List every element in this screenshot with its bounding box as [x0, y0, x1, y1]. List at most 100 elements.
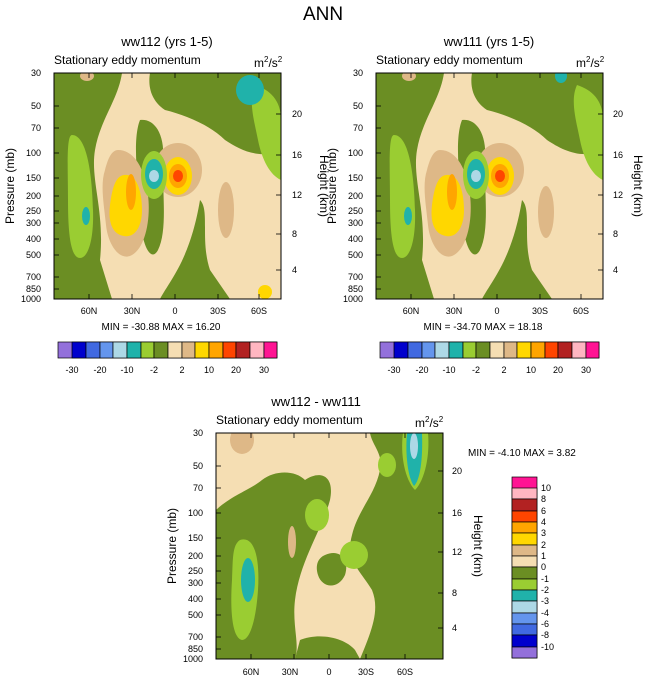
y-tick-label: 70 [31, 123, 41, 133]
colorbar: -30 -20 -10 -2 2 10 20 30 [380, 342, 599, 375]
colorbar-box [100, 342, 113, 358]
y-tick-label: 400 [348, 234, 363, 244]
colorbar-box [512, 579, 537, 590]
colorbar-label: 3 [541, 528, 546, 538]
latitude-tick-labels: 60N 30N 0 30S 60S [81, 306, 267, 316]
x-tick-label: 0 [326, 667, 331, 677]
colorbar-label: -1 [541, 574, 549, 584]
pressure-tick-labels: 30 50 70 100 150 200 250 300 400 500 700… [343, 68, 363, 304]
y-tick-label: 250 [188, 566, 203, 576]
y-tick-label: 700 [26, 272, 41, 282]
contour-fill-negative [82, 207, 90, 225]
colorbar-box [504, 342, 517, 358]
colorbar-box [223, 342, 236, 358]
x-tick-label: 30S [358, 667, 374, 677]
colorbar-label: 8 [541, 494, 546, 504]
height-tick-labels: 20 16 12 8 4 [613, 109, 623, 275]
y-axis-label: Pressure (mb) [325, 148, 339, 224]
panel-ww111: ww111 (yrs 1-5) Stationary eddy momentum… [325, 34, 645, 375]
panel-subtitle: Stationary eddy momentum [376, 53, 523, 67]
y-tick-label: 400 [188, 594, 203, 604]
y-axis-label: Pressure (mb) [165, 508, 179, 584]
x-tick-label: 30S [532, 306, 548, 316]
colorbar-label: -2 [150, 365, 158, 375]
colorbar-box [586, 342, 599, 358]
y-tick-label: 100 [348, 148, 363, 158]
colorbar-label: -30 [65, 365, 78, 375]
y-tick-label: 850 [348, 284, 363, 294]
y-tick-label: 30 [193, 428, 203, 438]
x-tick-label: 60S [397, 667, 413, 677]
contour-fill-negative [410, 433, 418, 459]
x-tick-label: 30N [282, 667, 299, 677]
y-tick-label: 200 [188, 551, 203, 561]
units-label: m2/s2 [576, 55, 605, 70]
colorbar-label: 10 [541, 483, 551, 493]
x-tick-label: 30N [124, 306, 141, 316]
y2-tick-label: 16 [292, 150, 302, 160]
colorbar-box [195, 342, 209, 358]
y-tick-label: 700 [348, 272, 363, 282]
contour-plot [376, 69, 603, 299]
y-tick-label: 150 [348, 173, 363, 183]
colorbar-label: 1 [541, 551, 546, 561]
panel-title: ww112 (yrs 1-5) [120, 34, 213, 49]
y-tick-label: 150 [26, 173, 41, 183]
y2-tick-label: 20 [613, 109, 623, 119]
colorbar-box [512, 488, 537, 499]
contour-fill-positive [218, 182, 234, 238]
y2-tick-label: 8 [613, 229, 618, 239]
pressure-tick-labels: 30 50 70 100 150 200 250 300 400 500 700… [21, 68, 41, 304]
height-tick-labels: 20 16 12 8 4 [292, 109, 302, 275]
units-label: m2/s2 [415, 415, 444, 430]
colorbar-box [531, 342, 545, 358]
y-tick-label: 150 [188, 533, 203, 543]
x-tick-label: 60N [243, 667, 260, 677]
contour-fill-positive [126, 174, 136, 210]
y-tick-label: 50 [353, 101, 363, 111]
panel-subtitle: Stationary eddy momentum [216, 413, 363, 427]
colorbar-box [572, 342, 586, 358]
contour-fill-negative [471, 170, 481, 182]
colorbar-label: 2 [501, 365, 506, 375]
y2-tick-label: 16 [452, 508, 462, 518]
colorbar-box [512, 567, 537, 579]
y-tick-label: 30 [31, 68, 41, 78]
colorbar-label: 20 [231, 365, 241, 375]
colorbar-label: 30 [581, 365, 591, 375]
colorbar-label: -10 [442, 365, 455, 375]
y-tick-label: 300 [26, 218, 41, 228]
colorbar-label: 10 [526, 365, 536, 375]
y-tick-label: 500 [188, 610, 203, 620]
contour-plot [216, 426, 443, 659]
min-max-stats: MIN = -34.70 MAX = 18.18 [424, 322, 543, 333]
y2-tick-label: 12 [613, 190, 623, 200]
y2-tick-label: 12 [292, 190, 302, 200]
y-tick-label: 300 [348, 218, 363, 228]
contour-fill-negative [378, 453, 396, 477]
y2-axis-label: Height (km) [631, 155, 645, 217]
y-tick-label: 700 [188, 632, 203, 642]
colorbar-box [512, 624, 537, 635]
figure: ANN ww112 (yrs 1-5) Stationary eddy mome… [0, 0, 647, 683]
y2-tick-label: 4 [452, 623, 457, 633]
colorbar-box [209, 342, 223, 358]
y-tick-label: 500 [348, 250, 363, 260]
y-tick-label: 300 [188, 578, 203, 588]
y-tick-label: 250 [26, 206, 41, 216]
colorbar-label: -20 [415, 365, 428, 375]
colorbar-label: 6 [541, 506, 546, 516]
y-tick-label: 500 [26, 250, 41, 260]
colorbar-box [512, 647, 537, 658]
colorbar-box [512, 511, 537, 522]
y2-tick-label: 20 [452, 466, 462, 476]
y-tick-label: 250 [348, 206, 363, 216]
colorbar-box [113, 342, 127, 358]
contour-fill-negative [236, 75, 264, 105]
y2-tick-label: 4 [613, 265, 618, 275]
min-max-stats: MIN = -30.88 MAX = 16.20 [102, 322, 221, 333]
y2-tick-label: 20 [292, 109, 302, 119]
colorbar-label: -8 [541, 630, 549, 640]
y-tick-label: 1000 [183, 654, 203, 664]
colorbar-box [250, 342, 264, 358]
